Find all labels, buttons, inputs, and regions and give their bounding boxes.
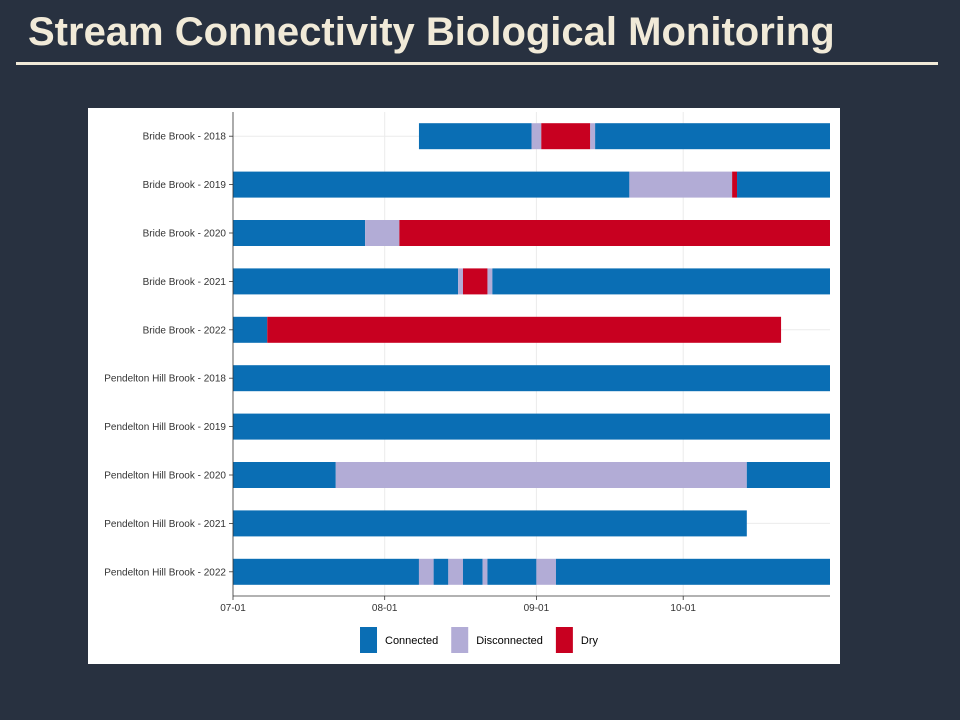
bar-segment-dry <box>399 220 830 246</box>
y-tick-label: Pendelton Hill Brook - 2020 <box>104 471 226 482</box>
bar-segment-disconnected <box>482 558 488 585</box>
y-tick-label: Pendelton Hill Brook - 2021 <box>104 519 226 530</box>
bar-segment-connected <box>737 171 830 198</box>
bar-segment-disconnected <box>458 268 463 295</box>
y-tick-label: Bride Brook - 2018 <box>143 132 227 143</box>
bars-layer <box>233 123 830 585</box>
bar-segment-connected <box>233 365 830 392</box>
bar-segment-connected <box>233 268 459 295</box>
connectivity-timeline-chart: Bride Brook - 2018 Bride Brook - 2019 Brid… <box>104 112 830 653</box>
bar-segment-disconnected <box>536 558 556 585</box>
legend-label: Connected <box>385 635 438 647</box>
legend-label: Dry <box>581 635 599 647</box>
bar-segment-dry <box>541 123 591 150</box>
bar-segment-connected <box>233 510 747 537</box>
x-tick-label: 07-01 <box>220 603 246 614</box>
y-tick-label: Bride Brook - 2022 <box>143 325 227 336</box>
title-underline <box>16 62 938 65</box>
bar-segment-disconnected <box>590 123 596 150</box>
bar-segment-connected <box>433 558 449 585</box>
bar-segment-disconnected <box>487 268 493 295</box>
slide-title: Stream Connectivity Biological Monitorin… <box>28 10 835 54</box>
bar-segment-disconnected <box>365 220 400 246</box>
legend: Connected Disconnected Dry <box>360 627 598 653</box>
bar-segment-connected <box>746 462 830 488</box>
bar-segment-connected <box>492 268 830 295</box>
bar-segment-disconnected <box>335 462 747 488</box>
axes-layer: Bride Brook - 2018 Bride Brook - 2019 Brid… <box>104 112 830 614</box>
legend-item-disconnected: Disconnected <box>451 627 543 653</box>
legend-item-dry: Dry <box>555 627 599 653</box>
bar-segment-connected <box>233 413 830 440</box>
y-tick-label: Pendelton Hill Brook - 2018 <box>104 374 226 385</box>
chart-panel: Bride Brook - 2018 Bride Brook - 2019 Brid… <box>88 108 840 664</box>
bar-segment-connected <box>462 558 483 585</box>
bar-segment-connected <box>233 558 419 585</box>
bar-segment-connected <box>595 123 830 150</box>
bar-segment-dry <box>267 316 782 343</box>
bar-segment-disconnected <box>448 558 463 585</box>
bar-segment-disconnected <box>418 558 434 585</box>
y-tick-label: Pendelton Hill Brook - 2022 <box>104 567 226 578</box>
y-tick-label: Pendelton Hill Brook - 2019 <box>104 422 226 433</box>
bar-segment-connected <box>233 220 366 246</box>
bar-segment-dry <box>732 171 738 198</box>
y-tick-label: Bride Brook - 2019 <box>143 180 227 191</box>
bar-segment-connected <box>233 171 630 198</box>
bar-segment-disconnected <box>531 123 542 150</box>
legend-label: Disconnected <box>476 635 543 647</box>
bar-segment-connected <box>233 462 336 488</box>
legend-item-connected: Connected <box>360 627 438 653</box>
bar-segment-dry <box>462 268 488 295</box>
bar-segment-disconnected <box>629 171 733 198</box>
x-tick-label: 10-01 <box>670 603 696 614</box>
y-tick-label: Bride Brook - 2021 <box>143 277 227 288</box>
bar-segment-connected <box>418 123 532 150</box>
legend-key-dry <box>555 627 573 653</box>
bar-segment-connected <box>487 558 537 585</box>
x-tick-label: 08-01 <box>372 603 398 614</box>
legend-key-connected <box>360 627 378 653</box>
bar-segment-connected <box>555 558 830 585</box>
x-tick-label: 09-01 <box>524 603 550 614</box>
y-tick-label: Bride Brook - 2020 <box>143 229 227 240</box>
bar-segment-connected <box>233 316 268 343</box>
legend-key-disconnected <box>451 627 469 653</box>
